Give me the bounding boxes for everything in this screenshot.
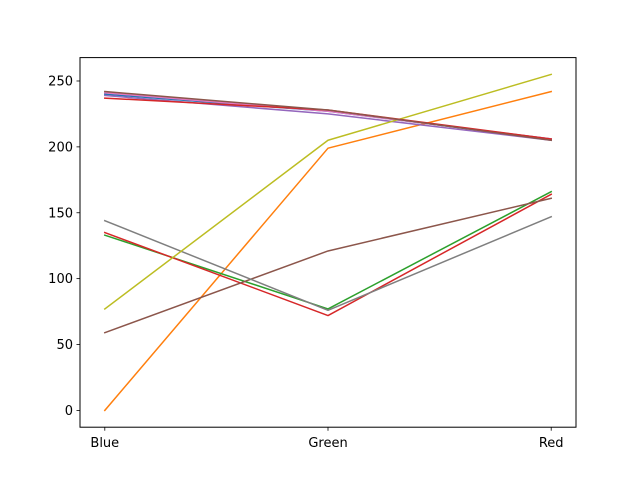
y-tick-label: 250 — [48, 74, 73, 89]
x-axis: Blue Green Red — [90, 427, 564, 451]
y-tick-label: 0 — [65, 404, 73, 419]
y-tick-label: 50 — [56, 338, 73, 353]
series-line-2 — [103, 90, 553, 412]
y-tick-label: 100 — [48, 272, 73, 287]
series-line-8 — [103, 215, 553, 312]
series-line-11 — [103, 90, 553, 142]
series-line-6 — [103, 197, 553, 334]
y-axis: 0 50 100 150 200 250 — [48, 74, 80, 419]
series-line-9 — [103, 73, 553, 310]
y-tick-label: 200 — [48, 140, 73, 155]
series-line-4 — [103, 193, 553, 317]
plot-frame — [79, 57, 577, 428]
x-tick-label: Blue — [90, 436, 119, 451]
y-tick-label: 150 — [48, 206, 73, 221]
x-tick-label: Green — [308, 436, 347, 451]
x-tick-label: Red — [539, 436, 564, 451]
series-layer — [103, 73, 553, 412]
